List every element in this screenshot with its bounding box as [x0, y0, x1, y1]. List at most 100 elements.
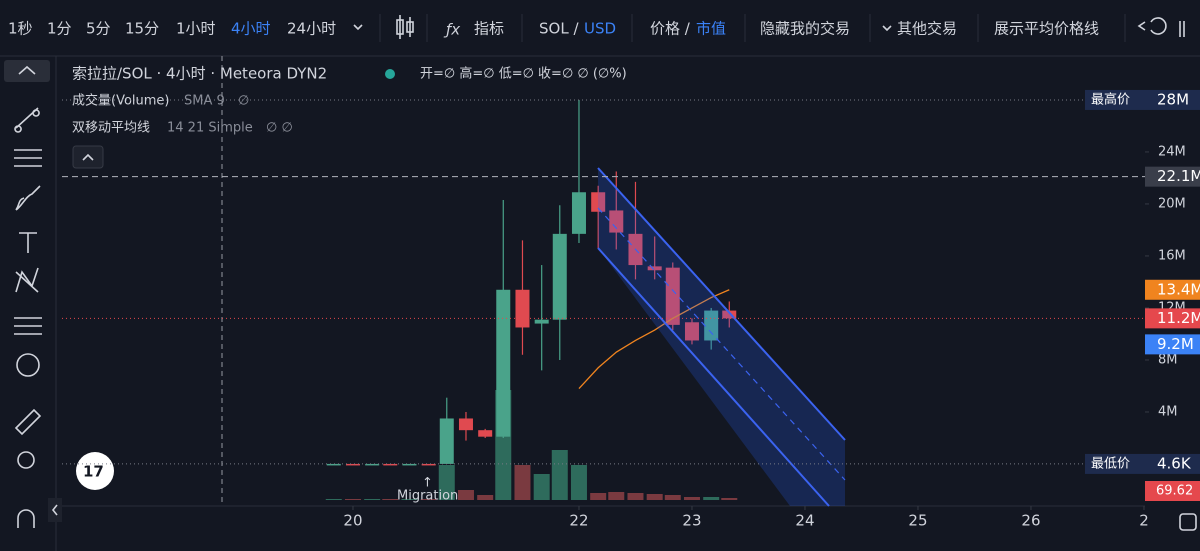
candle-body	[552, 233, 567, 320]
price-mode[interactable]: 价格 /	[650, 20, 691, 38]
candle-body	[722, 310, 737, 319]
interval-button[interactable]: 24小时	[287, 20, 336, 38]
volume-bar	[420, 499, 437, 500]
candle-body	[458, 418, 473, 431]
ma-params: 14 21 Simple	[167, 121, 253, 136]
candle-body	[534, 319, 549, 324]
sidebar-collapse[interactable]	[4, 60, 50, 82]
volume-bar	[570, 465, 587, 500]
volume-value: ∅	[238, 94, 249, 109]
legend-collapse[interactable]	[72, 145, 104, 169]
tv-logo[interactable]	[76, 452, 114, 490]
price-badge-text: 9.2M	[1157, 335, 1194, 353]
x-tick-label: 2	[1139, 512, 1149, 530]
candle-body	[515, 289, 530, 328]
interval-dropdown[interactable]	[353, 24, 363, 31]
interval-button[interactable]: 15分	[125, 20, 159, 38]
fx-icon[interactable]: ƒx	[443, 21, 460, 39]
redo-button[interactable]	[1179, 21, 1185, 37]
x-tick-label: 22	[569, 512, 588, 530]
pair-base[interactable]: SOL /	[539, 20, 579, 38]
trend-line-tool[interactable]	[14, 107, 40, 133]
fib-tool[interactable]	[14, 149, 42, 167]
interval-button[interactable]: 1分	[47, 20, 72, 38]
indicators-button[interactable]: 指标	[474, 20, 504, 38]
candle-body	[365, 463, 380, 466]
volume-bar	[608, 492, 625, 500]
volume-bar	[438, 465, 455, 500]
volume-bar	[477, 495, 494, 500]
undo-button[interactable]	[1137, 17, 1167, 35]
moving-average	[578, 289, 730, 390]
hide-trades-button[interactable]: 隐藏我的交易	[760, 20, 850, 38]
price-badge	[1145, 89, 1200, 110]
projection-tool[interactable]	[14, 317, 42, 335]
sidebar	[4, 60, 50, 528]
pair-quote[interactable]: USD	[584, 20, 616, 38]
volume-bar	[457, 490, 474, 500]
price-badge-text: 28M	[1157, 90, 1189, 108]
settings-button[interactable]	[1179, 513, 1197, 531]
candle-body	[421, 463, 436, 466]
panel-toggle[interactable]	[48, 498, 62, 522]
magnet-tool[interactable]	[17, 509, 35, 528]
volume-badge	[1145, 481, 1200, 501]
candle-body	[665, 267, 680, 325]
candle-body	[383, 463, 398, 466]
separators	[379, 14, 1126, 42]
volume-bar	[627, 493, 644, 500]
volume-badge-text: 69.62	[1156, 484, 1193, 499]
status-dot	[385, 69, 395, 79]
zoom-tool[interactable]	[17, 451, 35, 469]
avg-line-button[interactable]: 展示平均价格线	[994, 20, 1099, 38]
x-tick-label: 24	[795, 512, 814, 530]
volume-bar	[664, 495, 681, 500]
interval-button[interactable]: 1小时	[176, 20, 216, 38]
volume-bar	[683, 497, 700, 500]
y-tick-label: 8M	[1158, 352, 1178, 367]
legend-ohlc: 开=∅ 高=∅ 低=∅ 收=∅ ∅ (∅%)	[420, 66, 627, 82]
other-trades-button[interactable]: 其他交易	[897, 20, 957, 38]
volume-bar	[646, 494, 663, 500]
legend-collapse-icon[interactable]	[82, 153, 94, 161]
interval-button[interactable]: 5分	[86, 20, 111, 38]
measure-tool[interactable]	[14, 408, 42, 436]
candle-body	[402, 463, 417, 466]
other-trades-caret[interactable]	[882, 25, 892, 32]
candle-body	[684, 322, 699, 341]
pattern-tool[interactable]	[15, 267, 39, 293]
volume-bar	[364, 499, 381, 500]
candle-body	[345, 463, 360, 466]
y-tick-label: 4M	[1158, 404, 1178, 419]
volume-params: SMA 9	[184, 94, 225, 109]
collapse-icon[interactable]	[18, 65, 36, 75]
price-badge-text: 22.1M	[1157, 167, 1200, 185]
interval-button[interactable]: 4小时	[231, 20, 271, 38]
plot	[325, 99, 738, 500]
brush-tool[interactable]	[15, 185, 41, 211]
price-badge	[1145, 279, 1200, 300]
candle-body	[647, 266, 662, 271]
price-badge	[1145, 453, 1200, 474]
candle-body	[591, 192, 606, 212]
candle-body	[478, 430, 493, 437]
volume-bar	[533, 474, 550, 500]
interval-button[interactable]: 1秒	[8, 20, 33, 38]
candle-body	[326, 463, 341, 466]
tv-logo-mark[interactable]: 17	[83, 463, 104, 481]
price-badge	[1145, 166, 1200, 187]
cap-mode[interactable]: 市值	[696, 20, 726, 38]
x-tick-label: 23	[682, 512, 701, 530]
panel-toggle-icon[interactable]	[51, 504, 58, 516]
volume-bar	[721, 498, 738, 500]
chart-type-button[interactable]	[396, 15, 414, 39]
emoji-tool[interactable]	[16, 353, 40, 377]
text-tool[interactable]	[19, 232, 37, 253]
price-badge-caption: 最高价	[1091, 91, 1130, 107]
x-tick-label: 20	[343, 512, 362, 530]
volume-bar	[703, 497, 720, 500]
ma-values: ∅ ∅	[266, 121, 293, 136]
